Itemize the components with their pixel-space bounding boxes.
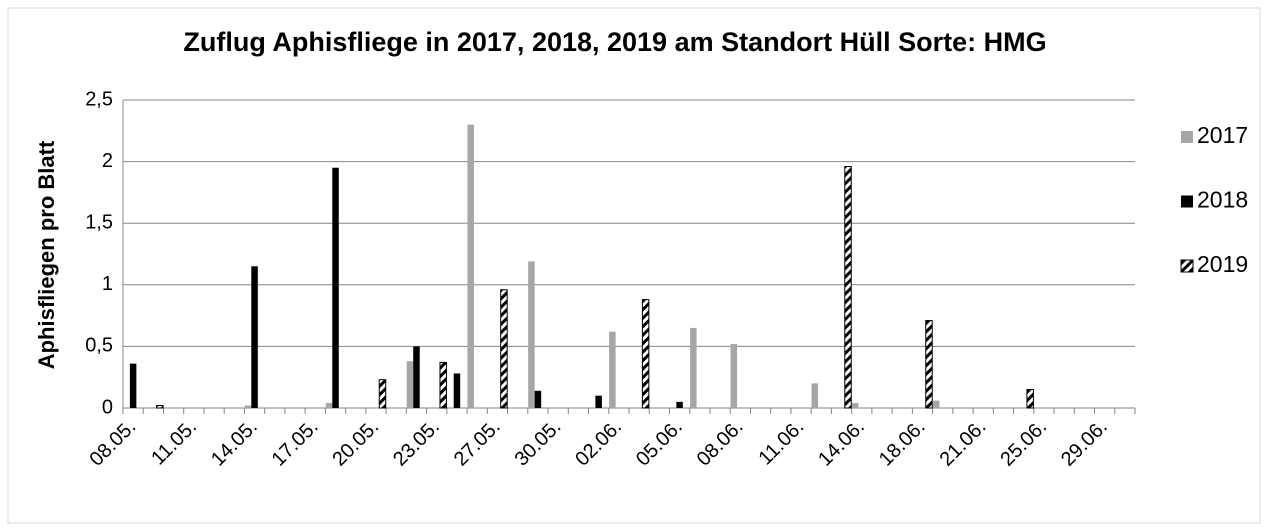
legend-label: 2017 [1197,122,1248,148]
y-tick-label: 1,5 [85,211,113,233]
bar [467,124,474,408]
bar [730,343,738,408]
bar [595,395,602,408]
bar [852,403,859,408]
y-tick-label: 2 [102,150,113,172]
bar [453,373,461,408]
bar [439,361,447,409]
bar [406,361,414,408]
y-tick-label: 2,5 [85,88,113,110]
bar [378,379,387,409]
bar [332,167,339,408]
bar [844,166,852,409]
y-tick-label: 1 [102,273,113,295]
bar [156,405,164,409]
bar [325,403,333,408]
bar [641,299,650,409]
bar [1026,389,1034,409]
bar [413,346,420,408]
bar [932,400,940,408]
bar [811,383,819,408]
chart-title: Zuflug Aphisfliege in 2017, 2018, 2019 a… [183,27,1047,57]
bar [244,405,252,408]
legend-swatch [1181,195,1193,208]
bar [609,331,616,408]
bar [925,320,933,409]
bar [500,289,508,409]
legend-swatch [1180,259,1194,273]
legend-label: 2018 [1197,187,1248,213]
bar [676,401,683,408]
bar [690,327,697,408]
y-tick-label: 0,5 [85,335,113,357]
legend-swatch [1181,131,1193,143]
bar [251,266,258,408]
y-tick-label: 0 [102,396,113,418]
chart-border [7,7,1261,524]
bar [534,390,542,408]
legend-label: 2019 [1197,251,1248,277]
bar [129,363,137,408]
bar [528,261,535,408]
y-axis-label: Aphisfliegen pro Blatt [34,140,59,369]
